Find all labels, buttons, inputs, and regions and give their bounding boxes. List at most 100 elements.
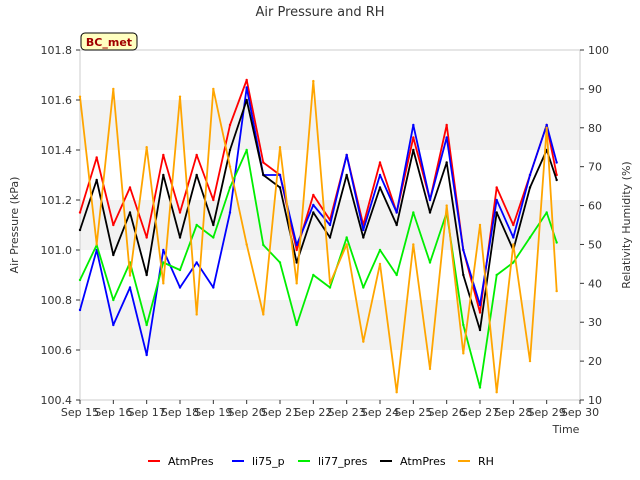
data-point [495, 186, 498, 189]
station-badge-text: BC_met [86, 36, 132, 49]
data-point [312, 273, 315, 277]
x-tick-label: Sep 23 [328, 406, 366, 419]
data-point [145, 146, 148, 149]
grid-band [80, 300, 580, 350]
data-point [478, 386, 482, 389]
data-point [162, 153, 165, 157]
data-point [245, 98, 248, 102]
data-point [212, 87, 215, 91]
data-point [495, 391, 498, 394]
x-tick-label: Sep 21 [261, 406, 299, 419]
data-point [362, 236, 365, 239]
data-point [95, 243, 98, 246]
data-point [528, 173, 532, 177]
chart-title: Air Pressure and RH [255, 5, 384, 20]
x-axis-label: Time [552, 423, 580, 436]
data-point [412, 148, 415, 152]
x-tick-label: Sep 28 [494, 406, 532, 419]
x-tick-label: Sep 22 [294, 406, 332, 419]
data-point [362, 228, 365, 232]
data-point [328, 223, 332, 227]
data-point [412, 136, 415, 139]
data-point [212, 286, 215, 289]
data-point [445, 123, 448, 127]
y-left-tick-label: 101.0 [41, 244, 73, 257]
data-point [528, 186, 532, 189]
data-point [312, 211, 315, 214]
data-point [95, 178, 98, 182]
series-line-rh-4 [79, 80, 558, 394]
data-point [245, 243, 248, 246]
data-point [278, 173, 282, 177]
data-point [212, 236, 215, 239]
data-point [228, 148, 232, 152]
data-point [78, 228, 82, 232]
data-point [478, 303, 482, 307]
data-point [462, 323, 465, 327]
data-point [428, 367, 432, 371]
data-point [462, 352, 465, 355]
data-point [78, 278, 82, 282]
data-point [78, 211, 82, 214]
y-axis-left-label: Air Pressure (kPa) [8, 177, 21, 274]
data-point [328, 236, 332, 239]
data-point [412, 211, 415, 214]
data-point [345, 243, 348, 246]
data-point [95, 156, 98, 159]
data-point [145, 353, 148, 357]
data-point [228, 165, 232, 168]
data-point [328, 282, 332, 285]
data-point [262, 173, 265, 177]
x-tick-label: Sep 17 [128, 406, 166, 419]
data-point [362, 340, 365, 343]
data-point [545, 123, 548, 127]
x-tick-label: Sep 30 [561, 406, 599, 419]
data-point [395, 273, 398, 277]
data-point [162, 173, 165, 177]
data-point [195, 223, 198, 227]
data-point [512, 223, 515, 227]
data-point [528, 359, 532, 363]
y-axis-right-label: Relativity Humidity (%) [620, 161, 633, 288]
data-point [162, 282, 165, 285]
data-point [395, 391, 398, 394]
data-point [328, 286, 332, 289]
x-tick-label: Sep 25 [394, 406, 432, 419]
y-right-tick-label: 80 [588, 122, 602, 135]
data-point [395, 223, 398, 227]
data-point [428, 198, 432, 202]
data-point [145, 236, 148, 239]
legend-label: RH [478, 455, 494, 468]
data-point [362, 286, 365, 289]
legend-label: li75_p [252, 455, 285, 468]
legend: AtmPres li75_p li77_pres AtmPres RH [148, 455, 494, 468]
data-point [295, 261, 298, 264]
data-point [245, 148, 248, 152]
y-left-tick-label: 100.8 [41, 294, 73, 307]
data-point [112, 253, 115, 257]
legend-label: li77_pres [318, 455, 368, 468]
y-right-tick-label: 90 [588, 83, 602, 96]
data-point [128, 274, 132, 277]
data-point [312, 203, 315, 207]
legend-label: AtmPres [400, 455, 446, 468]
data-point [512, 243, 515, 246]
grid-band [80, 100, 580, 150]
data-point [428, 261, 432, 264]
plot-frame [79, 49, 581, 401]
data-point [295, 282, 298, 285]
x-tick-label: Sep 29 [528, 406, 566, 419]
y-right-tick-label: 70 [588, 161, 602, 174]
data-point [412, 243, 415, 246]
data-point [545, 211, 548, 214]
data-point [312, 193, 315, 197]
data-point [212, 198, 215, 202]
data-point [528, 236, 532, 239]
data-point [178, 286, 182, 289]
y-left-tick-label: 100.4 [41, 394, 73, 407]
x-tick-label: Sep 26 [428, 406, 466, 419]
data-point [78, 308, 82, 312]
y-right-tick-label: 50 [588, 238, 602, 251]
x-tick-label: Sep 15 [61, 406, 99, 419]
